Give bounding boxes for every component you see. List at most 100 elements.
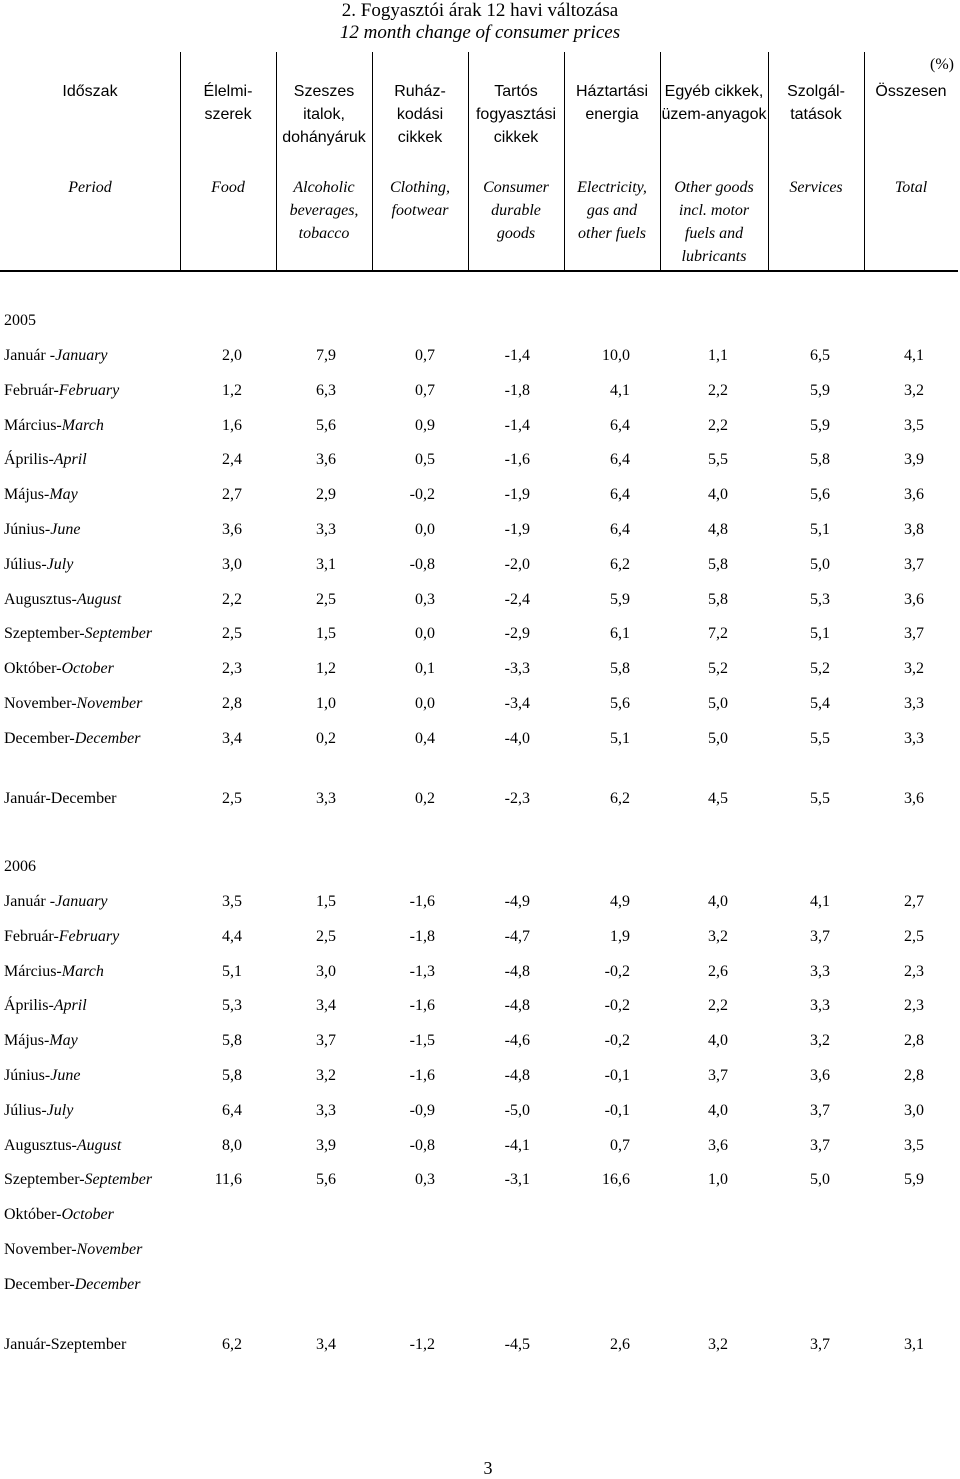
row-label-hu: Június- — [4, 1067, 51, 1084]
cell-value: 1,0 — [316, 695, 336, 712]
cell-value: 3,4 — [222, 729, 242, 747]
cell-value: -4,6 — [504, 1032, 530, 1050]
cell-value: 4,0 — [708, 893, 728, 910]
row-label-en: November — [76, 695, 143, 712]
cell-value: 5,3 — [222, 997, 242, 1015]
table-row: Szeptember-September 2,5 1,5 0,0 -2,9 6,1 7,2 5… — [0, 622, 960, 646]
column-header-en-3: Clothing, footwear — [389, 179, 450, 219]
column-header-en-4: Consumer durable goods — [483, 179, 549, 242]
cell-value: 4,4 — [222, 927, 242, 945]
cell-value: -4,9 — [504, 893, 530, 910]
cell-value: 5,8 — [610, 660, 630, 678]
table-row: December-December 3,4 0,2 0,4 -4,0 5,1 5,0 5,5 3… — [0, 727, 960, 751]
row-label-hu: December- — [4, 1275, 75, 1293]
row-label-hu: December- — [4, 729, 75, 747]
year-heading: 2006 — [4, 858, 36, 875]
cell-value: -0,2 — [604, 962, 630, 980]
cell-value: 0,7 — [415, 347, 435, 364]
cell-value: 5,1 — [810, 521, 830, 538]
row-label-hu: November- — [4, 695, 77, 712]
cell-value: 0,0 — [415, 695, 435, 712]
cell-value: 4,1 — [810, 893, 830, 910]
cell-value: 3,7 — [904, 555, 924, 573]
cell-value: 3,6 — [222, 521, 242, 538]
cell-value: -4,5 — [504, 1336, 530, 1353]
header-column-rule — [660, 52, 661, 272]
cell-value: 5,9 — [610, 590, 630, 608]
cell-value: 3,7 — [904, 625, 924, 643]
cell-value: 5,9 — [904, 1171, 924, 1189]
column-header-hu-2: Szeszes italok, dohányáruk — [282, 83, 366, 146]
cell-value: 1,2 — [222, 381, 242, 399]
row-label-hu: Április- — [4, 997, 54, 1015]
row-label: Április-April — [4, 994, 87, 1018]
cell-value: 3,4 — [316, 1336, 336, 1353]
table-row: Augusztus-August 8,0 3,9 -0,8 -4,1 0,7 3,6 3,7 3… — [0, 1134, 960, 1158]
row-label-en: December — [74, 1275, 141, 1293]
cell-value: 0,1 — [415, 660, 435, 678]
row-label-en: May — [49, 1032, 78, 1050]
cell-value: 1,2 — [316, 660, 336, 678]
cell-value: 2,6 — [708, 962, 728, 980]
table-row: Október-October — [0, 1203, 960, 1227]
row-label: Május-May — [4, 1029, 78, 1053]
row-label: Február-February — [4, 379, 119, 403]
row-label-hu: Január-Szeptember — [4, 1336, 127, 1353]
row-label: December-December — [4, 1273, 141, 1297]
cell-value: 5,4 — [810, 695, 830, 712]
header-column-rule — [180, 52, 181, 272]
cell-value: 2,7 — [222, 486, 242, 504]
cell-value: -3,4 — [504, 695, 530, 712]
cell-value: 5,1 — [222, 962, 242, 980]
column-header-en-8: Total — [894, 179, 928, 196]
summary-row: Január-Szeptember 6,2 3,4 -1,2 -4,5 2,6 3,2 3,7… — [0, 1333, 960, 1357]
cell-value: -2,4 — [504, 590, 530, 608]
cell-value: -4,8 — [504, 962, 530, 980]
row-label-en: August — [76, 590, 122, 608]
row-label: Március-March — [4, 960, 104, 984]
cell-value: 3,1 — [316, 555, 336, 573]
unit-label: (%) — [930, 56, 954, 73]
row-label: Szeptember-September — [4, 1168, 152, 1192]
cell-value: -3,1 — [504, 1171, 530, 1189]
cell-value: 3,2 — [904, 660, 924, 678]
cell-value: -5,0 — [504, 1101, 530, 1119]
cell-value: -1,5 — [409, 1032, 435, 1050]
cell-value: 3,5 — [904, 416, 924, 434]
cell-value: 5,5 — [708, 451, 728, 469]
cell-value: 2,5 — [316, 590, 336, 608]
cell-value: 2,7 — [904, 893, 924, 910]
table-row: Május-May 5,8 3,7 -1,5 -4,6 -0,2 4,0 3,2 2,8 — [0, 1029, 960, 1053]
table-row: November-November — [0, 1238, 960, 1262]
cell-value: -0,1 — [604, 1101, 630, 1119]
cell-value: 6,2 — [610, 790, 630, 807]
cell-value: 5,8 — [708, 555, 728, 573]
cell-value: 0,5 — [415, 451, 435, 469]
cell-value: 2,6 — [610, 1336, 630, 1353]
cell-value: -0,2 — [409, 486, 435, 504]
cell-value: 4,1 — [904, 347, 924, 364]
cell-value: 3,3 — [316, 790, 336, 807]
column-header-hu-0: Időszak — [62, 83, 118, 100]
row-label: Január -January — [4, 344, 108, 368]
cell-value: -1,8 — [504, 381, 530, 399]
cell-value: 5,8 — [810, 451, 830, 469]
cell-value: -2,3 — [504, 790, 530, 807]
cell-value: 3,7 — [708, 1067, 728, 1084]
column-header-hu-4: Tartós fogyasztási cikkek — [475, 83, 557, 146]
row-label-en: October — [61, 1206, 114, 1224]
cell-value: 6,1 — [610, 625, 630, 643]
row-label: December-December — [4, 727, 141, 751]
row-label: Augusztus-August — [4, 588, 121, 612]
cell-value: 6,4 — [610, 416, 630, 434]
cell-value: 6,2 — [222, 1336, 242, 1353]
row-label-en: November — [76, 1241, 143, 1258]
row-label-hu: Október- — [4, 660, 62, 678]
row-label-en: January — [55, 347, 108, 364]
cell-value: 2,5 — [222, 625, 242, 643]
row-label-en: June — [50, 1067, 81, 1084]
cell-value: 5,0 — [708, 729, 728, 747]
cell-value: 1,0 — [708, 1171, 728, 1189]
cell-value: -1,6 — [504, 451, 530, 469]
row-label: Október-October — [4, 657, 114, 681]
